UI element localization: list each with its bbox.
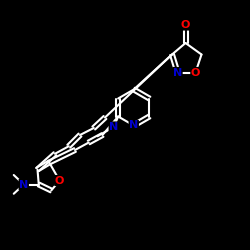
- Text: O: O: [55, 176, 64, 186]
- Text: O: O: [191, 68, 200, 78]
- Text: N: N: [109, 122, 118, 132]
- Text: N: N: [173, 68, 182, 78]
- Text: O: O: [181, 20, 190, 30]
- Text: N: N: [129, 120, 138, 130]
- Text: N: N: [19, 180, 28, 190]
